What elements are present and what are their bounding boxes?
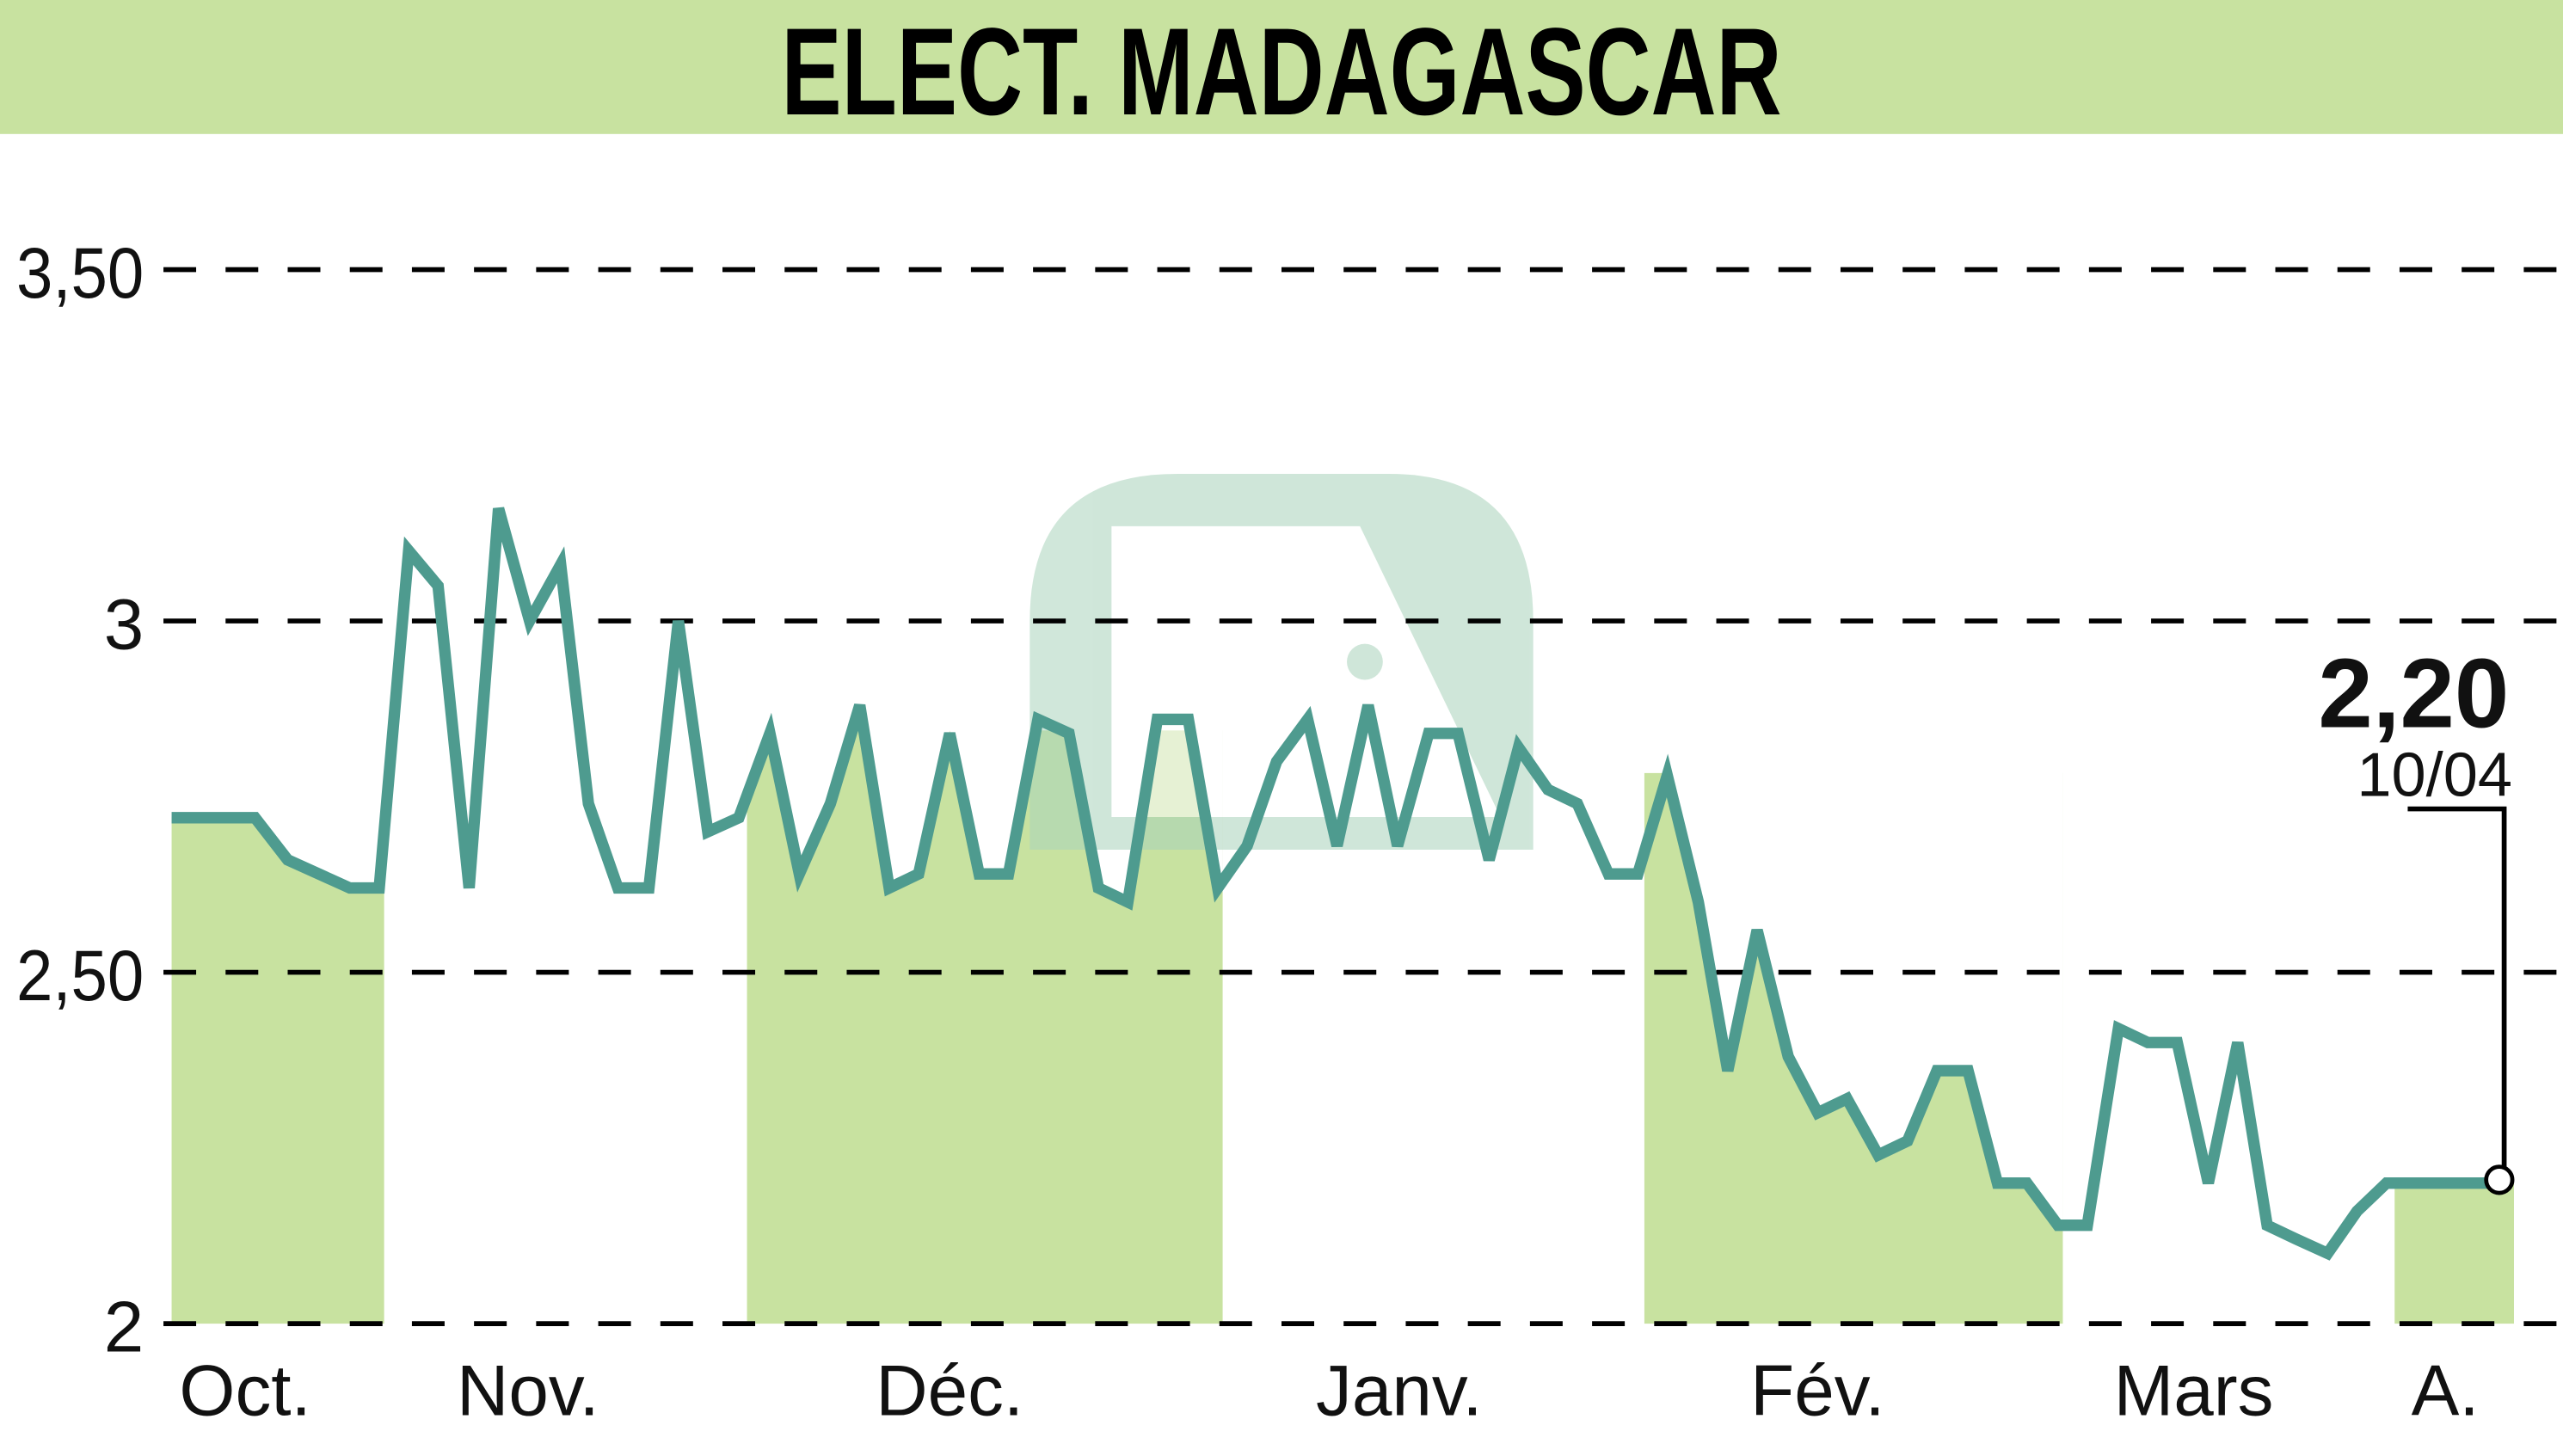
x-tick-label: Nov. <box>457 1350 599 1431</box>
band-oct <box>171 817 384 1324</box>
callout-leader-line <box>2407 806 2507 1180</box>
y-tick-label: 3 <box>104 583 144 664</box>
x-tick-label: Mars <box>2114 1350 2274 1431</box>
last-price-callout: 2,20 10/04 <box>2318 640 2515 1195</box>
last-price-date: 10/04 <box>2357 740 2512 809</box>
x-tick-label: Fév. <box>1750 1350 1884 1431</box>
x-tick-label: Janv. <box>1316 1350 1483 1431</box>
x-tick-label: Déc. <box>876 1350 1023 1431</box>
last-point-marker <box>2484 1164 2515 1195</box>
watermark-logo-icon <box>1030 474 1533 851</box>
header-band <box>0 0 2563 134</box>
x-axis: Oct. Nov. Déc. Janv. Fév. Mars A. <box>179 1350 2479 1431</box>
y-tick-label: 2 <box>104 1286 144 1367</box>
y-tick-label: 2,50 <box>16 935 144 1016</box>
y-tick-label: 3,50 <box>16 232 144 313</box>
y-axis: 3,50 3 2,50 2 <box>16 232 144 1367</box>
price-line <box>171 507 2499 1261</box>
x-tick-label: A. <box>2412 1350 2480 1431</box>
band-avr <box>2394 1179 2514 1324</box>
chart-title: ELECT. MADAGASCAR <box>781 2 1781 141</box>
x-tick-label: Oct. <box>179 1350 310 1431</box>
last-price-value: 2,20 <box>2318 640 2509 749</box>
